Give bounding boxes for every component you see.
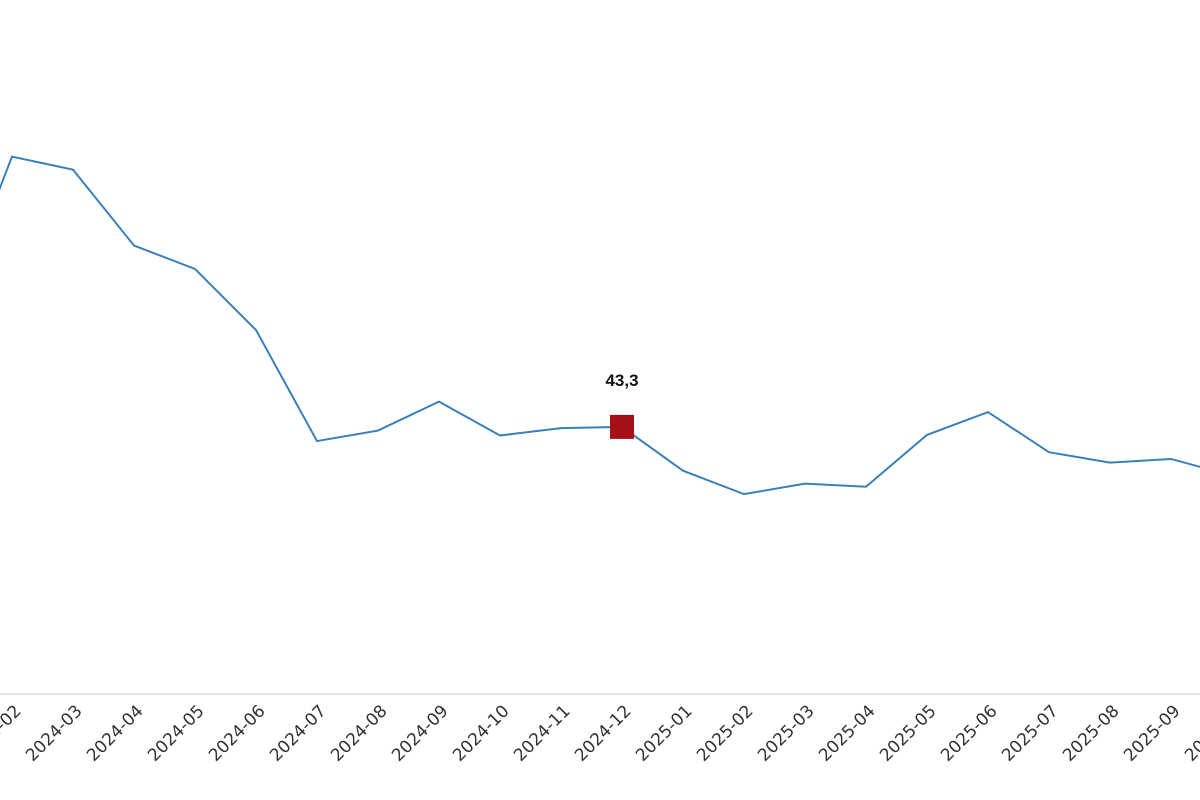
x-tick-label: 2025-07 (998, 701, 1062, 765)
x-tick-label: 2025-03 (754, 701, 818, 765)
x-tick-label: 2024-11 (510, 701, 574, 765)
x-tick-label: 2025-05 (876, 701, 940, 765)
x-tick-label: 2024-05 (144, 701, 208, 765)
x-tick-label: 2024-09 (388, 701, 452, 765)
value-label: 43,3 (605, 371, 638, 390)
highlight-marker (610, 414, 634, 439)
x-tick-label: 2025-01 (632, 701, 696, 765)
x-tick-label: 2025-04 (815, 701, 879, 765)
x-tick-label: 2025-09 (1120, 701, 1184, 765)
x-tick-label: 2025-02 (693, 701, 757, 765)
x-tick-label: 2025-06 (937, 701, 1001, 765)
x-tick-label: 2024-08 (327, 701, 391, 765)
x-tick-label: 2024-12 (571, 701, 635, 765)
x-tick-label: 2024-10 (449, 701, 513, 765)
x-tick-label: 2024-02 (0, 701, 26, 765)
data-line (0, 155, 1200, 496)
x-tick-label: 2025-08 (1059, 701, 1123, 765)
x-tick-label: 2025-10 (1181, 701, 1200, 765)
x-tick-label: 2024-03 (22, 701, 86, 765)
x-tick-label: 2024-06 (205, 701, 269, 765)
x-tick-label: 2024-04 (83, 701, 147, 765)
x-tick-label: 2024-07 (266, 701, 330, 765)
